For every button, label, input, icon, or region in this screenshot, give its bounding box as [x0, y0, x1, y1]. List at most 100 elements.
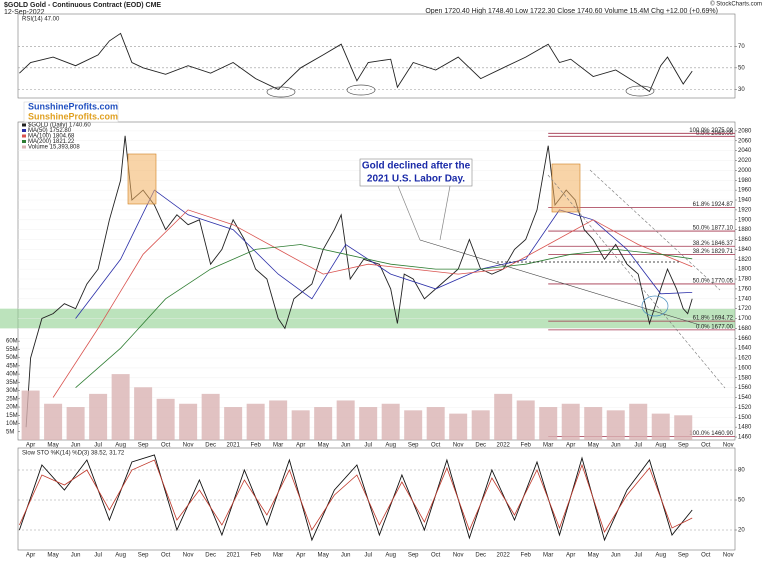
- x-tick-label: Nov: [723, 553, 734, 559]
- series-line: [75, 244, 693, 389]
- x-tick-label: Dec: [475, 443, 486, 449]
- y2-tick-label: 20M: [6, 405, 18, 411]
- y-tick-label: 1780: [738, 277, 752, 283]
- trend-line: [547, 174, 726, 389]
- y2-tick-label: 50M: [6, 355, 18, 361]
- y-tick-label: 1980: [738, 178, 752, 184]
- y-tick-label: 2080: [738, 128, 752, 134]
- x-tick-label: Feb: [250, 443, 261, 449]
- y2-tick-label: 5M: [6, 429, 14, 435]
- volume-bar: [179, 403, 198, 440]
- y-tick-label: 1560: [738, 385, 752, 391]
- y-tick-label: 1500: [738, 415, 752, 421]
- panel-frame: [17, 447, 736, 551]
- series-line: [18, 454, 693, 542]
- fib-label: 0.0% 1677.00: [696, 324, 734, 330]
- volume-bar: [89, 393, 108, 440]
- y-tick-label: 1760: [738, 286, 752, 292]
- volume-bar: [66, 407, 85, 440]
- fib-label: 50.0% 1877.10: [693, 226, 734, 232]
- y-tick-label: 30: [738, 87, 745, 93]
- x-tick-label: Jun: [341, 553, 351, 559]
- x-tick-label: Nov: [183, 553, 194, 559]
- x-tick-label: Jun: [71, 553, 81, 559]
- logo: SunshineProfits.com: [28, 111, 118, 121]
- y-tick-label: 2040: [738, 148, 752, 154]
- volume-bar: [494, 393, 513, 440]
- fib-label: 100.0% 1460.90: [689, 431, 733, 437]
- x-tick-label: 2021: [226, 553, 240, 559]
- y-tick-label: 1460: [738, 435, 752, 441]
- volume-bar: [21, 390, 40, 440]
- trend-line: [589, 169, 721, 291]
- y-tick-label: 1580: [738, 375, 752, 381]
- x-tick-label: Aug: [115, 443, 126, 449]
- y-tick-label: 1860: [738, 237, 752, 243]
- y-tick-label: 1660: [738, 336, 752, 342]
- y-tick-label: 2000: [738, 168, 752, 174]
- y-tick-label: 1680: [738, 326, 752, 332]
- volume-bar: [629, 403, 648, 440]
- y2-tick-label: 60M: [6, 339, 18, 345]
- x-tick-label: Aug: [385, 553, 396, 559]
- volume-bar: [426, 407, 445, 440]
- annotation-box: [359, 158, 473, 187]
- y-tick-label: 1820: [738, 257, 752, 263]
- x-tick-label: 2021: [226, 443, 240, 449]
- y-tick-label: 1480: [738, 425, 752, 431]
- legend-swatch: [22, 134, 26, 138]
- y-tick-label: 50: [738, 65, 745, 71]
- y-tick-label: 1520: [738, 405, 752, 411]
- panel-title: RSI(14) 47.00: [22, 17, 60, 23]
- y-tick-label: 1740: [738, 296, 752, 302]
- x-tick-label: Aug: [655, 553, 666, 559]
- y-tick-label: 20: [738, 528, 745, 534]
- x-tick-label: Jul: [634, 443, 642, 449]
- volume-bar: [539, 407, 558, 440]
- annotation-arrow: [397, 185, 421, 241]
- annotation: 2021 U.S. Labor Day.: [367, 174, 465, 185]
- x-tick-label: Nov: [453, 443, 464, 449]
- legend-entry: $GOLD (Daily) 1740.60: [28, 123, 91, 129]
- highlight-ellipse: [625, 85, 655, 97]
- volume-bar: [516, 400, 535, 440]
- logo: SunshineProfits.com: [28, 101, 118, 111]
- volume-bar: [134, 387, 153, 440]
- y-tick-label: 1880: [738, 227, 752, 233]
- highlight-ellipse: [641, 295, 669, 317]
- volume-bar: [651, 413, 670, 440]
- y2-tick-label: 45M: [6, 363, 18, 369]
- x-tick-label: Sep: [408, 443, 419, 449]
- x-tick-label: Apr: [566, 553, 575, 559]
- x-tick-label: May: [317, 553, 328, 559]
- y-tick-label: 1800: [738, 267, 752, 273]
- x-tick-label: Nov: [723, 443, 734, 449]
- volume-bar: [381, 403, 400, 440]
- volume-bar: [359, 407, 378, 440]
- x-tick-label: May: [317, 443, 328, 449]
- x-tick-label: Aug: [655, 443, 666, 449]
- volume-bar: [404, 410, 423, 440]
- x-tick-label: May: [588, 443, 599, 449]
- volume-bar: [314, 407, 333, 440]
- x-tick-label: Apr: [26, 553, 35, 559]
- x-tick-label: Jun: [611, 443, 621, 449]
- trend-line: [419, 239, 701, 326]
- x-tick-label: Oct: [431, 553, 441, 559]
- x-tick-label: Apr: [566, 443, 575, 449]
- volume-bar: [156, 398, 175, 440]
- fib-label: 61.8% 1694.72: [693, 316, 734, 322]
- y-tick-label: 2020: [738, 158, 752, 164]
- fib-label: 0.0% 2069.00: [696, 131, 734, 137]
- x-tick-label: Jul: [634, 553, 642, 559]
- volume-bar: [674, 415, 693, 440]
- x-tick-label: Jun: [341, 443, 351, 449]
- x-tick-label: Apr: [26, 443, 35, 449]
- x-tick-label: Oct: [431, 443, 441, 449]
- volume-bar: [269, 400, 288, 440]
- header-title: $GOLD Gold - Continuous Contract (EOD) C…: [4, 2, 161, 9]
- volume-bar: [584, 407, 603, 440]
- x-tick-label: Sep: [678, 553, 689, 559]
- x-tick-label: Feb: [521, 443, 532, 449]
